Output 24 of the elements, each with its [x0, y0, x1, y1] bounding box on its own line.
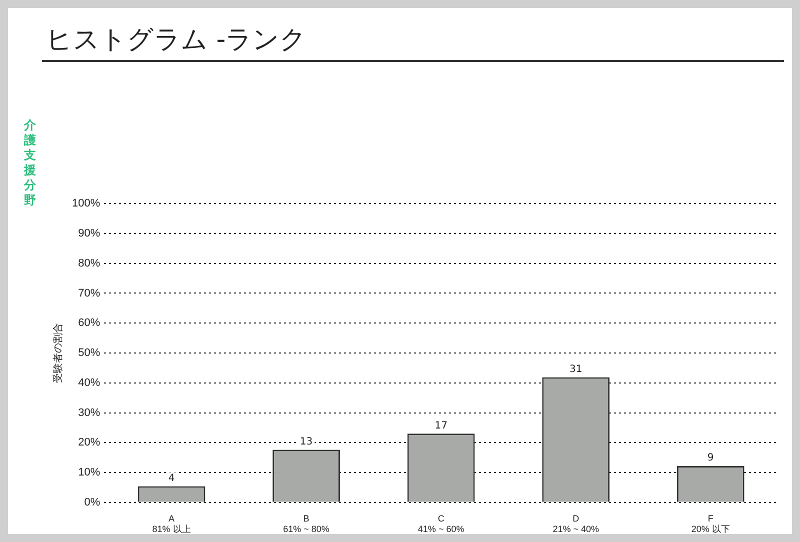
- y-tick-label: 30%: [78, 406, 100, 419]
- y-tick-label: 60%: [78, 317, 100, 330]
- y-tick-label: 100%: [72, 198, 100, 210]
- x-tick-label: D 21% ~ 40%: [552, 513, 599, 534]
- y-tick-label: 0%: [84, 496, 100, 508]
- x-tick-label: B 61% ~ 80%: [283, 513, 330, 534]
- annotation: 4: [168, 472, 175, 484]
- y-tick-label: 10%: [78, 466, 100, 479]
- y-tick-label: 90%: [78, 228, 100, 240]
- y-tick-label: 20%: [78, 436, 100, 449]
- y-tick-label: 40%: [78, 376, 100, 389]
- y-axis-title: 受験者の割合: [52, 323, 64, 383]
- y-tick-label: 80%: [78, 257, 100, 270]
- chart-title: ヒストグラム -ランク: [46, 24, 307, 57]
- x-tick-label: C 41% ~ 60%: [418, 513, 464, 534]
- y-tick-label: 70%: [78, 287, 100, 300]
- annotation: 13: [300, 436, 313, 448]
- chart-subtitle: 介護支援分野: [22, 118, 37, 208]
- annotation: 17: [434, 420, 448, 432]
- x-tick-label: F 20% 以下: [691, 513, 730, 534]
- annotation: 31: [569, 364, 582, 375]
- x-tick-label: A 81% 以上: [152, 513, 191, 534]
- y-tick-label: 50%: [78, 347, 100, 360]
- annotation: 9: [707, 452, 714, 464]
